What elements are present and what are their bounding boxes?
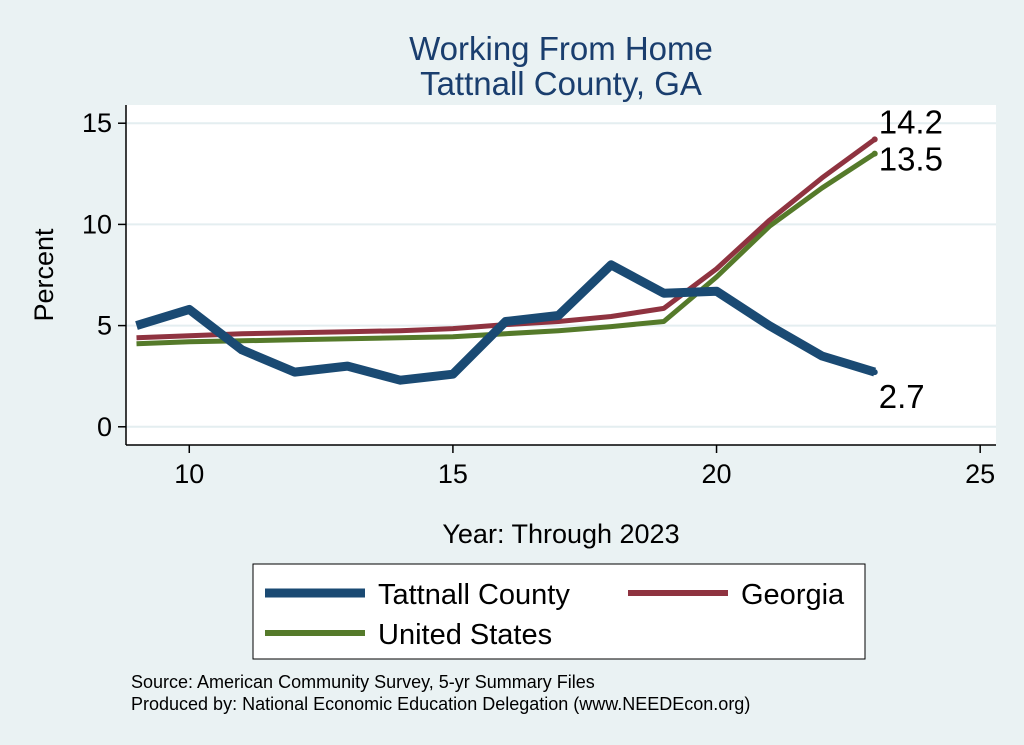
x-axis-label: Year: Through 2023 (442, 519, 679, 549)
x-tick-label-25: 25 (965, 459, 995, 489)
plot-area (126, 105, 996, 445)
grid-lines (126, 122, 996, 428)
chart-title-line-2: Tattnall County, GA (420, 65, 702, 102)
x-tick-label-15: 15 (438, 459, 468, 489)
y-tick-label-0: 0 (97, 412, 112, 442)
series-lines (135, 136, 878, 385)
end-label-tattnall: 2.7 (879, 378, 925, 415)
series-line-united-states (136, 151, 877, 347)
legend-label-united-states: United States (378, 619, 552, 651)
y-tick-label-5: 5 (97, 311, 112, 341)
legend-box (252, 563, 866, 660)
producer-note: Produced by: National Economic Education… (131, 694, 750, 714)
legend-label-georgia: Georgia (741, 579, 845, 611)
series-line-united-states-end-marker (871, 150, 878, 157)
y-tick-label-10: 10 (82, 209, 112, 239)
series-line-tattnall-end-marker (871, 369, 878, 376)
end-labels: 2.7 14.213.5 (879, 103, 943, 415)
y-tick-label-15: 15 (82, 108, 112, 138)
series-line-tattnall (135, 260, 877, 385)
legend-label-tattnall: Tattnall County (378, 579, 570, 611)
end-label-georgia: 14.2 (879, 103, 943, 140)
x-tick-label-20: 20 (702, 459, 732, 489)
series-line-georgia-end-marker (871, 136, 878, 143)
legend: Tattnall County Georgia United States (252, 563, 866, 660)
axes: 0 5 10 15 10 15 20 25 (82, 105, 996, 489)
x-tick-label-10: 10 (174, 459, 204, 489)
chart-title-line-1: Working From Home (409, 30, 713, 67)
source-note: Source: American Community Survey, 5-yr … (131, 672, 595, 692)
end-label-united-states: 13.5 (879, 141, 943, 178)
y-axis-label: Percent (29, 228, 59, 322)
